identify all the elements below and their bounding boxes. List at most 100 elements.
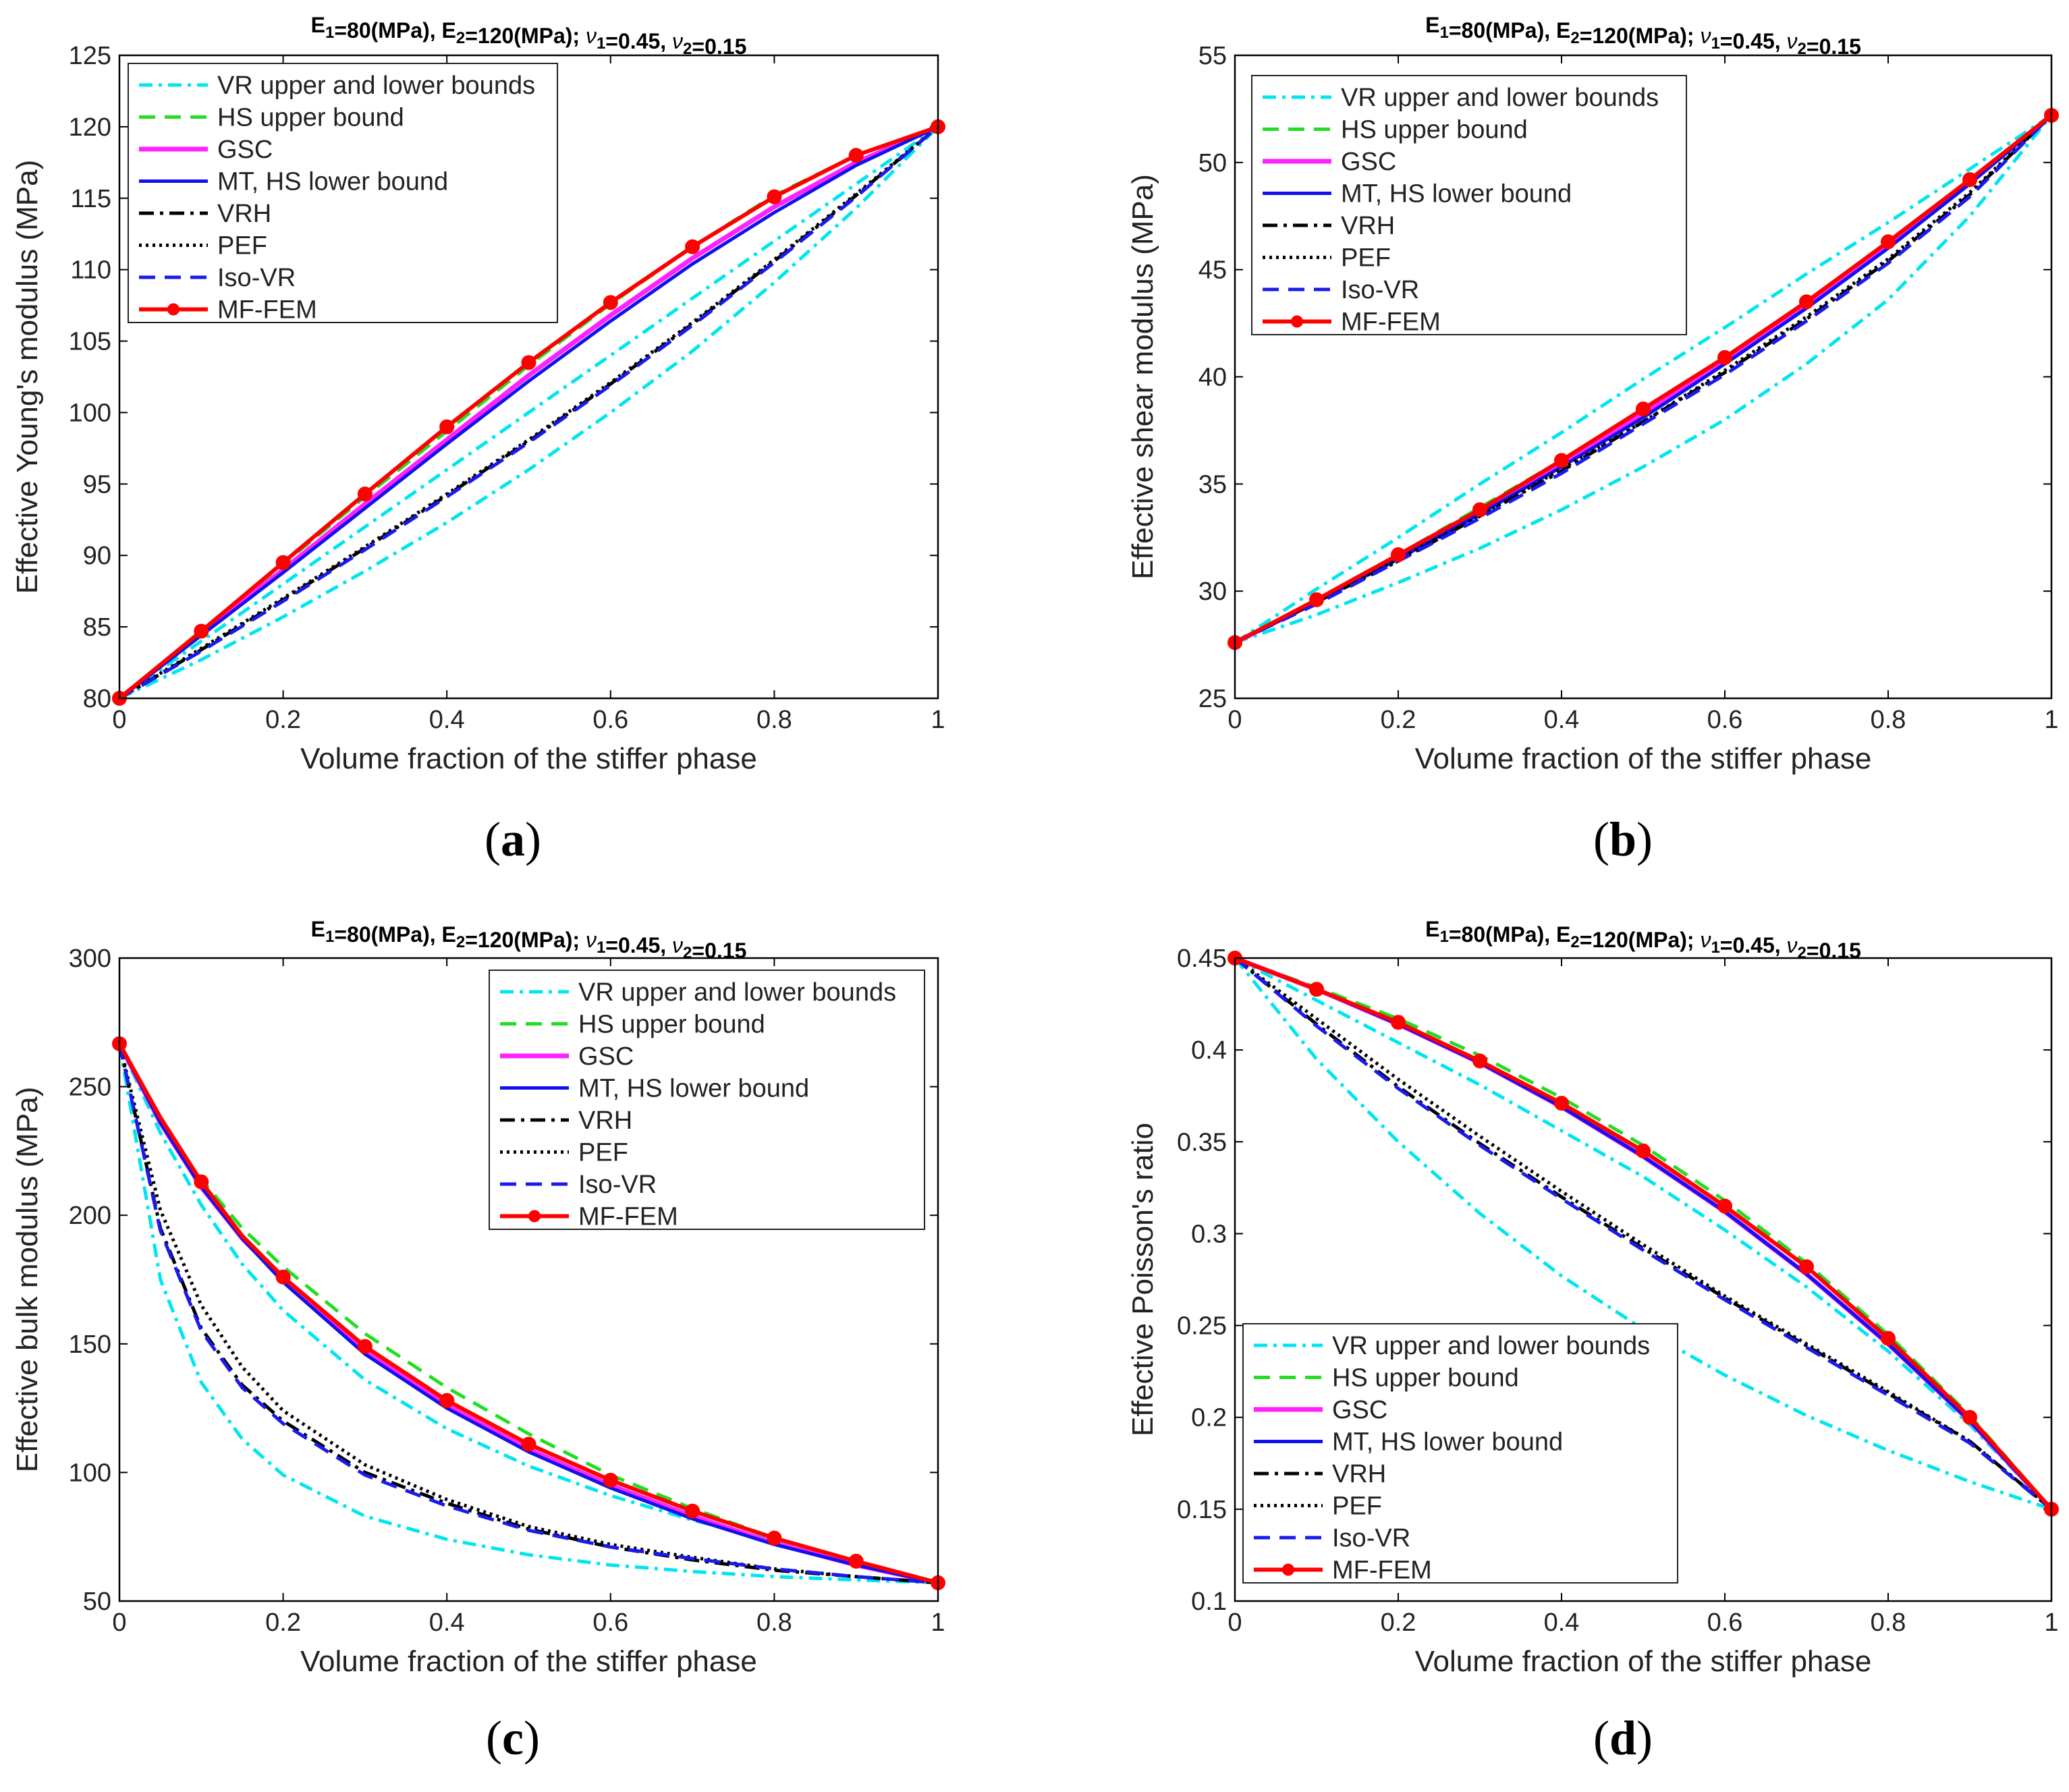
legend-label-mf-fem: MF-FEM [578, 1203, 678, 1231]
axes-box [118, 54, 939, 700]
series-line-pef [119, 125, 938, 698]
x-tick-label: 0.6 [592, 706, 628, 734]
series-line-pef [119, 1043, 938, 1585]
y-tick-label: 55 [1198, 42, 1227, 70]
panel-caption: (b) [1593, 812, 1653, 866]
y-tick-label: 85 [83, 613, 111, 642]
legend: VR upper and lower bounds HS upper bound G… [489, 970, 925, 1231]
x-tick-label: 0.6 [1707, 1608, 1743, 1637]
legend-marker [167, 303, 180, 316]
mf-fem-marker [1472, 502, 1487, 517]
mf-fem-marker [439, 419, 455, 435]
legend-label-gsc: GSC [1341, 148, 1396, 176]
series-line-vr-lower [119, 1043, 938, 1585]
x-tick-label: 0.2 [265, 706, 301, 734]
axis-ticks: 0 0.2 0.4 0.6 0.8 1 0.1 0.15 0.2 0.25 0.3 0.35 0.4 0.… [1177, 945, 2059, 1637]
mf-fem-marker [848, 1553, 864, 1569]
legend: VR upper and lower bounds HS upper bound G… [1242, 1323, 1678, 1585]
x-axis-label: Volume fraction of the stiffer phase [300, 742, 757, 775]
x-tick-label: 1 [2044, 1608, 2058, 1637]
legend-label-vrh: VRH [217, 200, 271, 228]
mf-fem-marker [1717, 1198, 1732, 1214]
x-tick-label: 0.8 [1871, 1608, 1906, 1637]
chart-panel-c: E1=80(MPa), E2=120(MPa); ν1=0.45, ν2=0.1… [11, 917, 945, 1765]
y-tick-label: 0.45 [1177, 945, 1227, 973]
y-tick-label: 95 [83, 470, 111, 499]
mf-fem-marker [1799, 1259, 1814, 1275]
y-tick-label: 100 [69, 1459, 111, 1487]
y-tick-label: 150 [69, 1331, 111, 1359]
x-tick-label: 0.2 [1381, 706, 1416, 734]
x-tick-label: 0.4 [429, 706, 465, 734]
x-tick-label: 0.6 [592, 1608, 628, 1637]
legend-label-pef: PEF [217, 232, 267, 260]
y-tick-label: 125 [69, 42, 111, 70]
legend-label-gsc: GSC [217, 136, 273, 164]
y-tick-label: 0.4 [1191, 1036, 1227, 1065]
y-tick-label: 100 [69, 399, 111, 427]
panel-caption: (d) [1593, 1711, 1653, 1765]
y-tick-label: 50 [83, 1588, 111, 1616]
legend-label-vr-upper: VR upper and lower bounds [217, 72, 535, 100]
legend-label-hs-upper: HS upper bound [578, 1011, 765, 1039]
series-line-vr-upper [119, 125, 938, 698]
series-line-vrh [1235, 114, 2051, 644]
series-line-vr-lower [119, 125, 938, 698]
series-line-pef [1235, 958, 2051, 1511]
y-tick-label: 0.25 [1177, 1312, 1227, 1341]
mf-fem-marker [685, 1503, 700, 1519]
y-axis-label: Effective bulk modulus (MPa) [11, 1087, 44, 1472]
mf-fem-marker [1636, 1143, 1651, 1158]
x-axis-label: Volume fraction of the stiffer phase [1415, 742, 1872, 775]
chart-panel-b: E1=80(MPa), E2=120(MPa); ν1=0.45, ν2=0.1… [1126, 13, 2059, 866]
y-axis-label: Effective Poisson's ratio [1126, 1123, 1159, 1436]
legend-label-hs-upper: HS upper bound [1341, 116, 1528, 144]
x-tick-label: 0.6 [1707, 706, 1743, 734]
x-tick-label: 0.8 [756, 706, 792, 734]
mf-fem-marker [1881, 234, 1896, 250]
mf-fem-marker [1554, 453, 1569, 468]
legend-label-iso-vr: Iso-VR [1332, 1524, 1410, 1552]
panel-caption: (a) [485, 812, 541, 866]
x-tick-label: 0.8 [1871, 706, 1906, 734]
y-tick-label: 200 [69, 1202, 111, 1230]
series-line-vrh [1235, 958, 2051, 1511]
legend-label-vrh: VRH [1341, 212, 1395, 240]
legend-label-vr-upper: VR upper and lower bounds [578, 978, 896, 1007]
mf-fem-marker [357, 486, 373, 502]
y-tick-label: 50 [1198, 149, 1227, 177]
legend-label-pef: PEF [578, 1139, 628, 1167]
mf-fem-marker [275, 1269, 291, 1285]
y-tick-label: 0.1 [1191, 1588, 1227, 1616]
chart-title: E1=80(MPa), E2=120(MPa); ν1=0.45, ν2=0.1… [311, 13, 747, 59]
legend-label-vrh: VRH [1332, 1460, 1386, 1488]
y-tick-label: 35 [1198, 470, 1227, 499]
y-tick-label: 0.35 [1177, 1128, 1227, 1156]
legend-label-iso-vr: Iso-VR [217, 264, 296, 292]
legend-box [1242, 1323, 1678, 1584]
mf-fem-marker [1962, 1409, 1977, 1425]
legend-label-pef: PEF [1341, 244, 1391, 273]
series-line-iso-vr [119, 125, 938, 698]
axis-ticks: 0 0.2 0.4 0.6 0.8 1 25 30 35 40 45 50 55 [1198, 42, 2059, 734]
x-tick-label: 0.4 [429, 1608, 465, 1637]
mf-fem-marker [1962, 172, 1977, 188]
mf-fem-marker [1391, 547, 1406, 563]
legend-label-hs-upper: HS upper bound [217, 104, 404, 132]
y-tick-label: 80 [83, 685, 111, 713]
y-tick-label: 45 [1198, 256, 1227, 285]
x-axis-label: Volume fraction of the stiffer phase [1415, 1645, 1872, 1678]
legend-label-mt: MT, HS lower bound [1341, 180, 1572, 208]
legend: VR upper and lower bounds HS upper bound G… [1251, 75, 1687, 337]
mf-fem-marker [767, 1530, 782, 1546]
series-line-vr-upper [1235, 113, 2051, 644]
legend-label-hs-upper: HS upper bound [1332, 1364, 1519, 1393]
chart-panel-a: E1=80(MPa), E2=120(MPa); ν1=0.45, ν2=0.1… [11, 13, 945, 866]
y-tick-label: 0.15 [1177, 1496, 1227, 1524]
y-axis-label: Effective Young's modulus (MPa) [11, 160, 44, 594]
legend-box [128, 63, 558, 323]
x-tick-label: 1 [2044, 706, 2058, 734]
y-axis-label: Effective shear modulus (MPa) [1126, 174, 1159, 580]
mf-fem-marker [848, 148, 864, 163]
legend-label-mf-fem: MF-FEM [1341, 308, 1441, 337]
